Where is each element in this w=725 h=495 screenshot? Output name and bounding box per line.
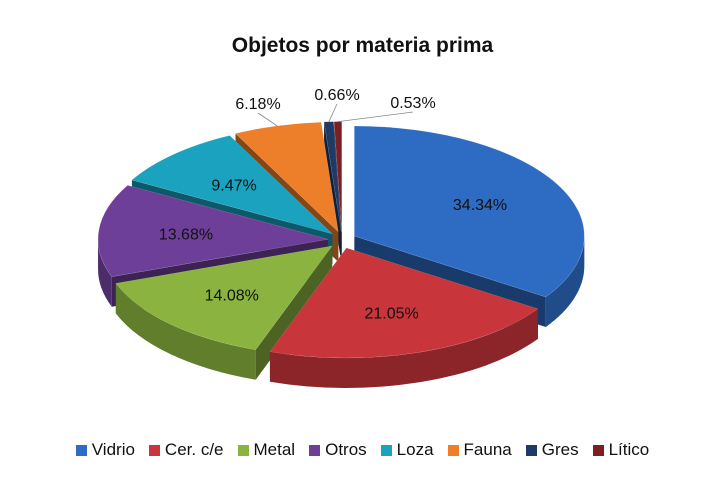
legend-item-gres: Gres xyxy=(525,440,579,460)
legend-item-loza: Loza xyxy=(380,440,434,460)
legend-label: Vidrio xyxy=(91,440,135,459)
legend-swatch xyxy=(75,444,87,456)
leader-line-fauna xyxy=(257,112,278,127)
slice-otros xyxy=(97,185,329,277)
legend-swatch xyxy=(380,444,392,456)
data-label-gres: 0.66% xyxy=(314,87,359,104)
legend-swatch xyxy=(447,444,459,456)
data-label-otros: 13.68% xyxy=(159,227,213,244)
data-label-vidrio: 34.34% xyxy=(453,197,507,214)
slice-l-tico xyxy=(333,121,343,232)
legend-label: Otros xyxy=(325,440,367,459)
slice-cer-c-e xyxy=(269,247,539,359)
legend-label: Gres xyxy=(541,440,579,459)
legend-swatch xyxy=(237,444,249,456)
legend-item-otros: Otros xyxy=(309,440,367,460)
data-label-l-tico: 0.53% xyxy=(390,95,435,112)
legend-item-metal: Metal xyxy=(237,440,296,460)
data-label-fauna: 6.18% xyxy=(235,96,280,113)
slice-side-otros-0 xyxy=(98,239,112,307)
pie-tops xyxy=(97,121,585,359)
legend-swatch xyxy=(592,444,604,456)
slice-gres xyxy=(323,121,342,232)
legend-item-l-tico: Lítico xyxy=(592,440,650,460)
slice-side-metal-0 xyxy=(115,283,256,380)
slice-side-cer-c-e-0 xyxy=(269,308,538,388)
legend-swatch xyxy=(148,444,160,456)
chart-title: Objetos por materia prima xyxy=(231,34,494,57)
leader-line-gres xyxy=(328,103,338,122)
legend-label: Cer. c/e xyxy=(164,440,224,459)
legend-swatch xyxy=(309,444,321,456)
data-label-loza: 9.47% xyxy=(211,178,256,195)
slice-side-vidrio-0 xyxy=(545,236,585,327)
slice-metal xyxy=(115,245,333,350)
legend-label: Metal xyxy=(253,440,296,459)
legend-label: Lítico xyxy=(608,440,650,459)
legend-item-fauna: Fauna xyxy=(447,440,512,460)
legend: Vidrio Cer. c/e Metal Otros Loza Fauna Gres Lít… xyxy=(0,440,725,460)
legend-label: Loza xyxy=(396,440,434,459)
slice-loza xyxy=(131,135,333,235)
pie-labels: 34.34% 21.05% 14.08% 13.68% 9.47% 6.18% 0.66% 0… xyxy=(159,87,507,323)
legend-item-cer-c-e: Cer. c/e xyxy=(148,440,224,460)
legend-label: Fauna xyxy=(463,440,512,459)
data-label-metal: 14.08% xyxy=(205,287,259,304)
legend-swatch xyxy=(525,444,537,456)
slice-vidrio xyxy=(354,125,585,298)
data-label-cer-c-e: 21.05% xyxy=(364,306,418,323)
legend-item-vidrio: Vidrio xyxy=(75,440,135,460)
leader-line-l-tico xyxy=(337,111,414,123)
